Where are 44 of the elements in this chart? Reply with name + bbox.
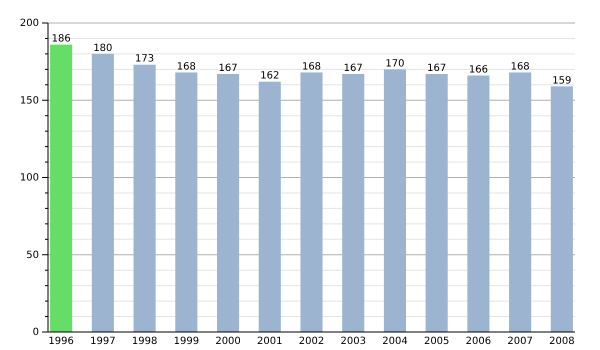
x-tick-label: 2004	[382, 336, 408, 348]
bar	[50, 44, 72, 332]
bar	[258, 82, 281, 332]
x-tick-label: 2007	[507, 336, 533, 348]
x-tick-label: 2002	[298, 336, 324, 348]
data-label: 167	[344, 62, 363, 74]
bar	[300, 72, 323, 332]
data-label: 170	[385, 58, 404, 70]
data-label: 159	[552, 75, 572, 86]
data-label: 166	[468, 64, 488, 76]
bar	[175, 72, 198, 332]
bar	[134, 64, 156, 332]
data-label: 173	[135, 54, 154, 65]
bar	[342, 74, 364, 332]
x-tick-label: 1997	[90, 336, 116, 348]
x-tick-label: 1999	[174, 336, 200, 348]
y-tick-label: 50	[26, 250, 39, 261]
bar	[467, 76, 490, 332]
x-tick-label: 2003	[340, 336, 366, 348]
y-tick-label: 150	[20, 95, 39, 106]
data-label: 162	[260, 70, 280, 82]
x-tick-label: 2001	[257, 336, 282, 348]
data-label: 168	[510, 61, 530, 72]
y-tick-label: 200	[20, 18, 39, 30]
data-label: 168	[176, 61, 196, 72]
x-tick-label: 2005	[424, 336, 450, 348]
y-tick-label: 100	[20, 172, 39, 184]
y-tick-label: 0	[32, 327, 39, 338]
data-label: 180	[93, 42, 112, 54]
x-tick-label: 1996	[48, 336, 74, 348]
bar	[92, 54, 114, 332]
x-tick-label: 2008	[549, 336, 575, 348]
x-tick-label: 2000	[215, 336, 241, 348]
data-label: 168	[302, 61, 322, 72]
bar	[216, 74, 240, 332]
bar	[550, 86, 573, 332]
data-label: 167	[218, 62, 238, 74]
bar	[426, 74, 448, 332]
data-label: 186	[52, 34, 71, 45]
x-tick-label: 1998	[132, 336, 158, 348]
data-label: 167	[427, 62, 446, 74]
bar	[509, 72, 532, 332]
bar	[384, 69, 406, 332]
x-tick-label: 2006	[466, 336, 492, 348]
